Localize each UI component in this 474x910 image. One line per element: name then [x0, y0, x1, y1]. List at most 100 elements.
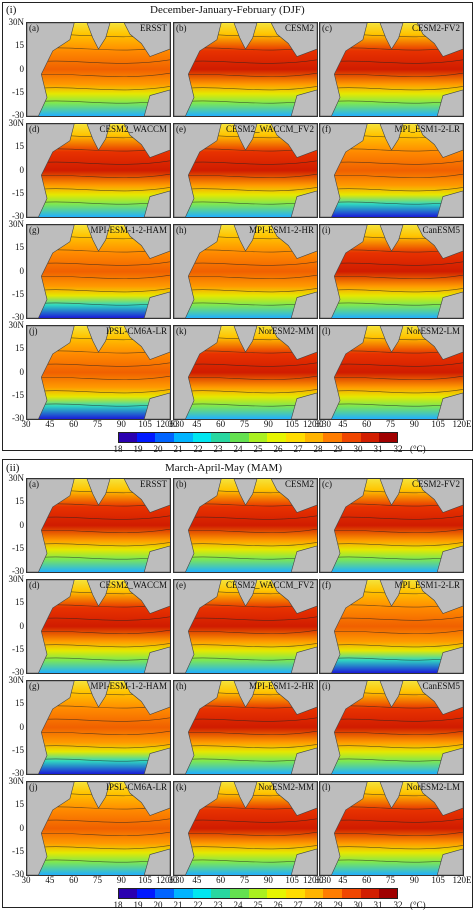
- colorbar-segment: [211, 432, 231, 443]
- sst-field: [27, 782, 170, 875]
- contour-line: [27, 274, 170, 279]
- australia-land: [143, 545, 170, 572]
- india-land: [86, 681, 111, 708]
- y-tick-label: 15: [15, 343, 24, 354]
- southeast-asia-land: [123, 681, 170, 715]
- australia-land: [143, 190, 170, 217]
- australia-land: [290, 392, 317, 419]
- y-tick-label: 15: [15, 799, 24, 810]
- colorbar-tick-label: 24: [233, 900, 243, 910]
- colorbar-tick-label: 19: [133, 900, 143, 910]
- contour-line: [174, 375, 317, 380]
- colorbar-segment: [286, 888, 306, 899]
- sst-field: [174, 479, 317, 572]
- y-tick-label: 15: [15, 496, 24, 507]
- y-tick-label: 30N: [8, 776, 25, 786]
- australia-land: [436, 848, 463, 875]
- y-tick-label: 0: [19, 620, 25, 631]
- y-tick-label: 30N: [8, 320, 25, 330]
- x-tick-label: 30: [21, 419, 31, 429]
- sst-map-panel: (l) NorESM2-LM: [319, 781, 464, 876]
- colorbar-tick-label: 29: [333, 444, 343, 454]
- y-tick-label: -15: [12, 86, 24, 97]
- colorbar-segment: [286, 432, 306, 443]
- india-land: [233, 124, 258, 151]
- africa-land: [320, 681, 368, 774]
- contour-line: [174, 629, 317, 634]
- colorbar-tick-label: 24: [233, 444, 243, 454]
- colorbar-tick-label: 26: [273, 900, 283, 910]
- x-tick-label: 105: [285, 875, 299, 885]
- contour-line: [27, 375, 170, 380]
- x-tick-label: 120E30: [156, 875, 184, 885]
- contour-line: [27, 173, 170, 178]
- y-tick-label: -15: [12, 744, 24, 755]
- australia-land: [436, 545, 463, 572]
- india-land: [379, 681, 404, 708]
- x-tick-label: 120E: [452, 875, 472, 885]
- colorbar-segment: [118, 432, 138, 443]
- australia-land: [290, 848, 317, 875]
- africa-land: [27, 479, 75, 572]
- africa-land: [320, 23, 368, 116]
- contour-line: [320, 173, 463, 178]
- colorbar-segment: [360, 432, 380, 443]
- sst-map-panel: (d) CESM2_WACCM: [26, 579, 171, 674]
- section-djf-title: December-January-February (DJF): [150, 4, 305, 16]
- australia-land: [290, 89, 317, 116]
- panel-model-name: CESM2-FV2: [411, 479, 460, 489]
- contour-line: [174, 730, 317, 735]
- colorbar-tick-label: 20: [153, 900, 163, 910]
- australia-land: [290, 747, 317, 774]
- southeast-asia-land: [123, 326, 170, 360]
- africa-land: [27, 225, 75, 318]
- y-tick-label: 30N: [8, 675, 25, 685]
- y-tick-label: -15: [12, 389, 24, 400]
- colorbar-tick-label: 22: [193, 900, 203, 910]
- india-land: [379, 124, 404, 151]
- sst-field: [27, 225, 170, 318]
- panel-letter: (d): [29, 580, 40, 590]
- africa-land: [320, 326, 368, 419]
- y-tick-label: 0: [19, 164, 25, 175]
- australia-land: [436, 392, 463, 419]
- x-tick-label: 105: [431, 419, 445, 429]
- southeast-asia-land: [123, 782, 170, 816]
- x-tick-label: 60: [216, 419, 226, 429]
- sst-map-panel: (l) NorESM2-LM: [319, 325, 464, 420]
- india-land: [379, 225, 404, 252]
- australia-land: [290, 190, 317, 217]
- colorbar-tick-label: 21: [173, 444, 183, 454]
- southeast-asia-land: [270, 124, 317, 158]
- y-tick-label: 30N: [8, 473, 25, 483]
- x-tick-label: 105: [431, 875, 445, 885]
- y-tick-label: -15: [12, 288, 24, 299]
- y-tick-label: -15: [12, 542, 24, 553]
- colorbar-tick-label: 32: [393, 900, 403, 910]
- colorbar-segment: [323, 432, 343, 443]
- southeast-asia-land: [123, 23, 170, 57]
- sst-field: [174, 23, 317, 116]
- x-tick-label: 75: [386, 875, 395, 885]
- colorbar-tick-label: 26: [273, 444, 283, 454]
- southeast-asia-land: [416, 580, 463, 614]
- africa-land: [174, 23, 222, 116]
- sst-field: [320, 326, 463, 419]
- colorbar-segment: [379, 432, 399, 443]
- africa-land: [27, 681, 75, 774]
- x-tick-label: 45: [338, 419, 348, 429]
- colorbar-tick-label: 22: [193, 444, 203, 454]
- colorbar-unit: (°C): [410, 444, 426, 454]
- southeast-asia-land: [270, 580, 317, 614]
- contour-line: [174, 274, 317, 279]
- x-tick-label: 60: [216, 875, 226, 885]
- southeast-asia-land: [270, 225, 317, 259]
- x-tick-label: 75: [386, 419, 395, 429]
- panel-model-name: CESM2: [284, 23, 314, 33]
- x-tick-label: 105: [285, 419, 299, 429]
- sst-field: [27, 479, 170, 572]
- sst-field: [27, 124, 170, 217]
- colorbar-segment: [248, 432, 268, 443]
- panel-model-name: IPSL-CM6A-LR: [105, 782, 167, 792]
- panel-letter: (f): [322, 580, 331, 590]
